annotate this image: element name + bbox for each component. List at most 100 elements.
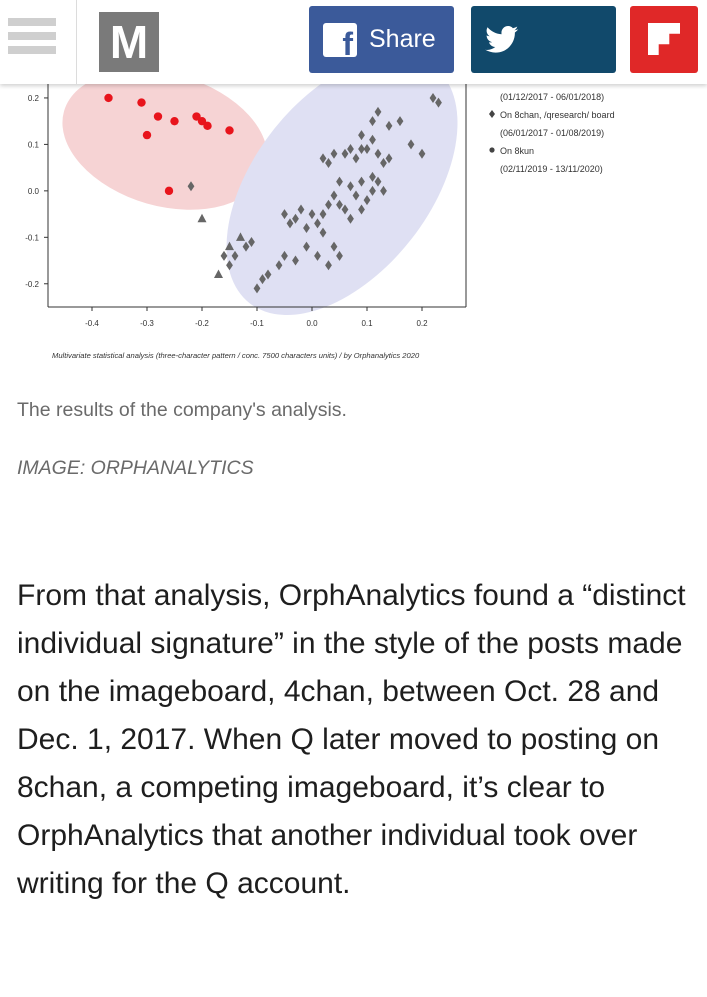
share-label: Share — [369, 25, 436, 53]
data-point-diamond — [429, 92, 437, 103]
data-point-diamond — [369, 134, 376, 145]
data-point-diamond — [380, 185, 387, 196]
x-tick-label: -0.4 — [85, 319, 99, 328]
data-point-triangle — [197, 213, 207, 223]
data-point-diamond — [336, 199, 343, 210]
x-tick-label: 0.1 — [361, 319, 373, 328]
data-point-diamond — [314, 218, 321, 229]
data-point-diamond — [341, 148, 349, 159]
data-point-diamond — [275, 260, 283, 271]
data-point-diamond — [308, 209, 316, 220]
data-point-diamond — [385, 153, 393, 164]
scatter-chart: -0.4 -0.3 -0.2 -0.1 0.0 0.1 0.2 0.2 0.1 0.0 -0.1 -0… — [25, 54, 615, 360]
data-point-diamond — [435, 97, 442, 108]
data-point-diamond — [319, 227, 327, 238]
data-point-diamond — [369, 171, 376, 182]
data-point-diamond — [264, 269, 272, 280]
red-cluster-ellipse — [62, 70, 268, 210]
data-point-diamond — [336, 176, 343, 187]
x-tick-label: 0.2 — [416, 319, 428, 328]
data-point-diamond — [319, 153, 327, 164]
y-tick-label: -0.1 — [25, 233, 39, 242]
site-logo[interactable]: M — [99, 12, 159, 72]
facebook-icon: f — [323, 22, 357, 60]
y-tick-label: 0.1 — [28, 140, 40, 149]
data-point-diamond — [281, 250, 288, 261]
data-point-diamond — [325, 199, 332, 210]
data-point-diamond — [325, 260, 332, 271]
data-point-diamond — [303, 223, 310, 234]
source-note: Multivariate statistical analysis (three… — [52, 351, 420, 360]
data-point-diamond — [314, 250, 321, 261]
data-point-diamond — [352, 153, 360, 164]
data-point-diamond — [226, 260, 233, 271]
data-point-circle — [142, 130, 152, 140]
data-point-diamond — [385, 120, 393, 131]
legend-diamond-marker — [489, 110, 495, 118]
data-point-circle — [164, 186, 174, 196]
y-tick-label: -0.2 — [25, 280, 39, 289]
data-point-diamond — [248, 236, 255, 247]
data-point-circle — [203, 121, 212, 131]
legend-label: On 8kun — [500, 146, 534, 156]
data-point-diamond — [325, 157, 332, 168]
data-point-circle — [170, 116, 179, 126]
data-point-diamond — [220, 250, 228, 261]
data-point-diamond — [374, 148, 382, 159]
data-point-diamond — [369, 185, 376, 196]
header-divider — [76, 0, 77, 84]
legend-label: (01/12/2017 - 06/01/2018) — [500, 92, 604, 102]
x-tick-label: -0.1 — [250, 319, 264, 328]
data-point-diamond — [292, 255, 299, 266]
data-point-circle — [192, 112, 201, 121]
data-point-diamond — [336, 250, 343, 261]
data-point-diamond — [347, 213, 354, 224]
image-credit: IMAGE: ORPHANALYTICS — [17, 457, 254, 479]
x-tick-label: -0.2 — [195, 319, 209, 328]
legend-label: On 8chan, /qresearch/ board — [500, 110, 615, 120]
data-point-diamond — [374, 106, 382, 117]
data-point-diamond — [374, 176, 382, 187]
legend-label: (06/01/2017 - 01/08/2019) — [500, 128, 604, 138]
data-point-diamond — [358, 130, 365, 141]
y-tick-label: 0.0 — [28, 187, 40, 196]
data-point-diamond — [358, 204, 365, 215]
data-point-diamond — [292, 213, 299, 224]
article-paragraph: From that analysis, OrphAnalytics found … — [17, 579, 686, 900]
x-tick-label: -0.3 — [140, 319, 154, 328]
data-point-diamond — [358, 176, 365, 187]
data-point-diamond — [418, 148, 426, 159]
data-point-circle — [137, 98, 146, 107]
data-point-diamond — [407, 139, 415, 150]
data-point-circle — [153, 112, 163, 121]
data-point-diamond — [303, 241, 310, 252]
data-point-diamond — [281, 209, 288, 220]
data-point-diamond — [396, 116, 404, 127]
chart-figure: -0.4 -0.3 -0.2 -0.1 0.0 0.1 0.2 0.2 0.1 0.0 -0.1 -0… — [0, 0, 707, 380]
facebook-share-button[interactable]: f Share — [309, 6, 454, 73]
data-point-diamond — [347, 144, 354, 155]
data-point-diamond — [369, 116, 376, 127]
flipboard-share-button[interactable] — [630, 6, 698, 73]
data-point-diamond — [352, 190, 360, 201]
data-point-circle — [104, 93, 113, 103]
data-point-diamond — [286, 218, 294, 229]
flipboard-icon — [648, 23, 680, 55]
data-point-diamond — [330, 241, 338, 252]
data-point-diamond — [341, 204, 349, 215]
data-point-diamond — [380, 157, 387, 168]
data-point-triangle — [225, 241, 234, 251]
data-point-diamond — [242, 241, 250, 252]
data-point-diamond — [330, 148, 338, 159]
data-point-circle — [225, 126, 234, 135]
data-point-diamond — [187, 181, 195, 192]
legend-label: (02/11/2019 - 13/11/2020) — [500, 164, 603, 174]
figure-caption: The results of the company's analysis. — [17, 399, 347, 421]
twitter-icon — [485, 26, 519, 53]
data-point-circle — [197, 116, 207, 126]
menu-icon[interactable] — [8, 18, 56, 64]
twitter-share-button[interactable] — [471, 6, 616, 73]
data-point-diamond — [297, 204, 305, 215]
data-point-diamond — [363, 144, 371, 155]
data-point-diamond — [358, 144, 365, 155]
